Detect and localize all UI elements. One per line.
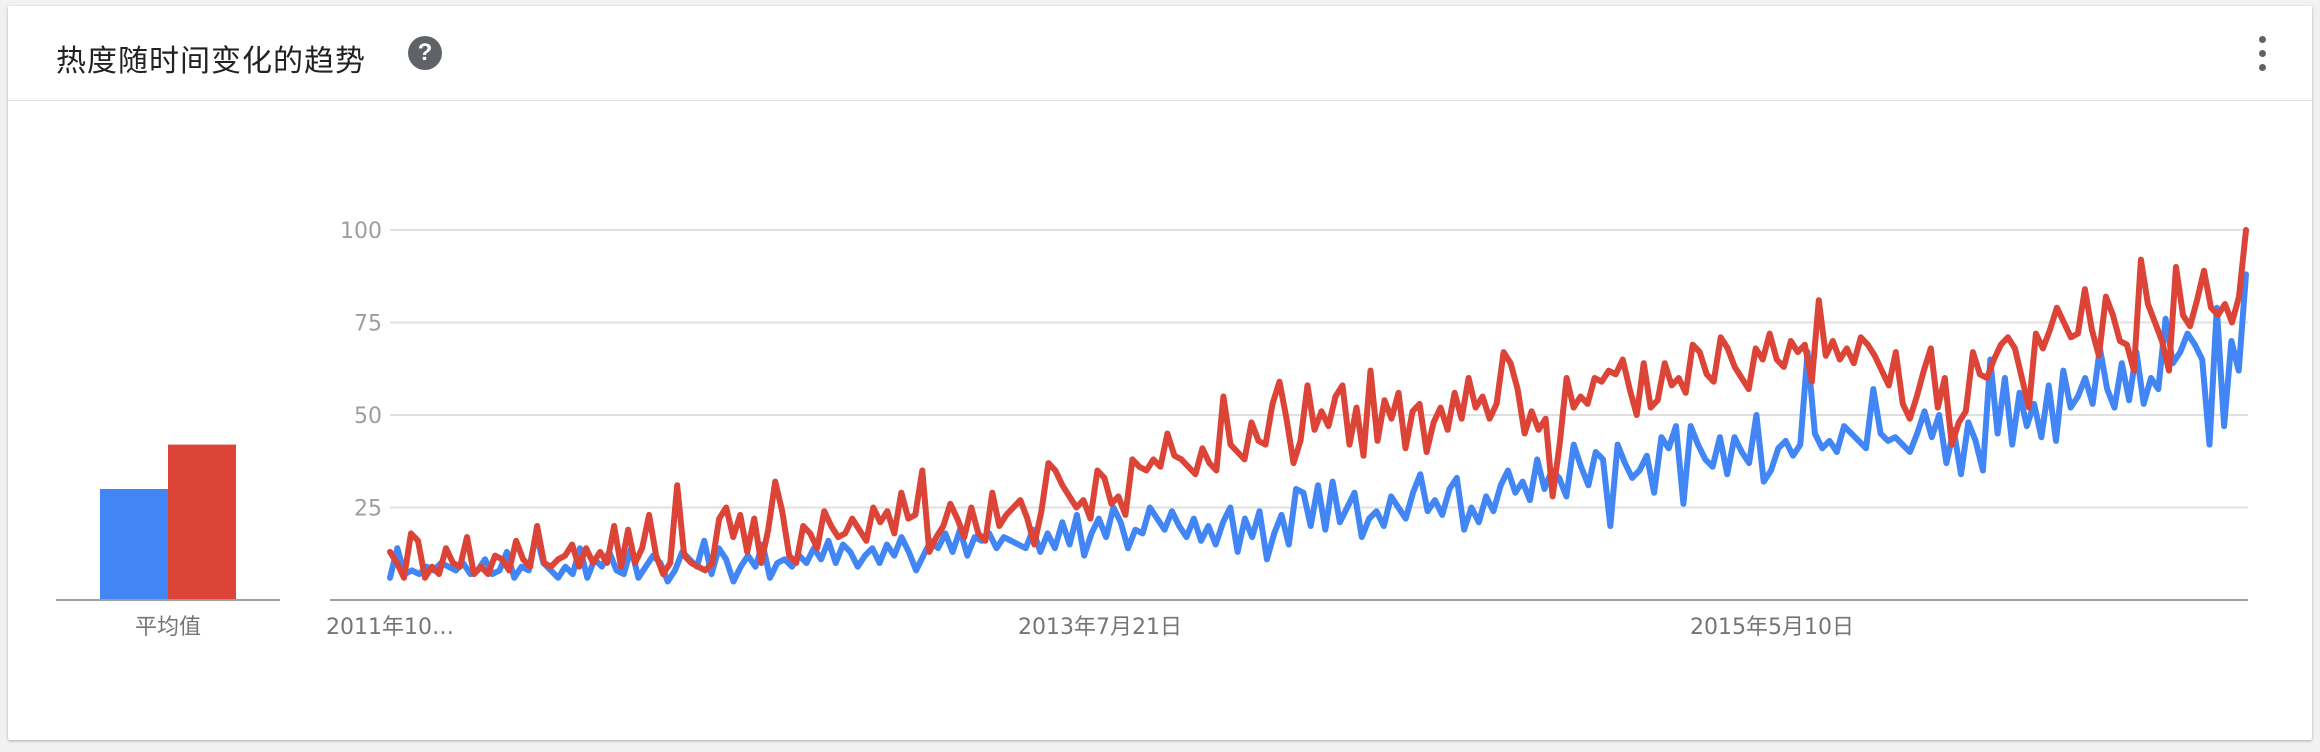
y-tick-label-50: 50 bbox=[354, 404, 382, 429]
x-tick-label-2: 2015年5月10日 bbox=[1690, 615, 1854, 640]
y-tick-label-75: 75 bbox=[354, 312, 382, 337]
x-tick-labels: 2011年10… 2013年7月21日 2015年5月10日 bbox=[326, 615, 1854, 640]
y-tick-label-25: 25 bbox=[354, 497, 382, 522]
average-bar-1[interactable] bbox=[168, 444, 236, 600]
y-tick-label-100: 100 bbox=[340, 219, 382, 244]
grid-lines bbox=[390, 229, 2248, 509]
x-tick-label-0: 2011年10… bbox=[326, 615, 454, 640]
series-line-1[interactable] bbox=[387, 227, 2249, 581]
trend-card: 热度随时间变化的趋势 ? 25 50 75 100 平均值 2011年10… 2013年… bbox=[8, 6, 2312, 740]
series-line-0[interactable] bbox=[387, 271, 2249, 585]
x-tick-label-1: 2013年7月21日 bbox=[1018, 615, 1182, 640]
more-vert-icon[interactable] bbox=[2252, 36, 2272, 72]
average-bar-0[interactable] bbox=[100, 489, 168, 600]
line-series bbox=[387, 227, 2249, 585]
bar-category-label: 平均值 bbox=[135, 615, 201, 640]
average-bars: 平均值 bbox=[100, 444, 236, 640]
help-icon[interactable]: ? bbox=[408, 36, 442, 70]
chart-area: 25 50 75 100 平均值 2011年10… 2013年7月21日 2015年5月1… bbox=[56, 219, 2249, 640]
card-header: 热度随时间变化的趋势 ? bbox=[8, 6, 2312, 101]
chart-title: 热度随时间变化的趋势 bbox=[56, 44, 366, 79]
y-tick-labels: 25 50 75 100 bbox=[340, 219, 382, 522]
